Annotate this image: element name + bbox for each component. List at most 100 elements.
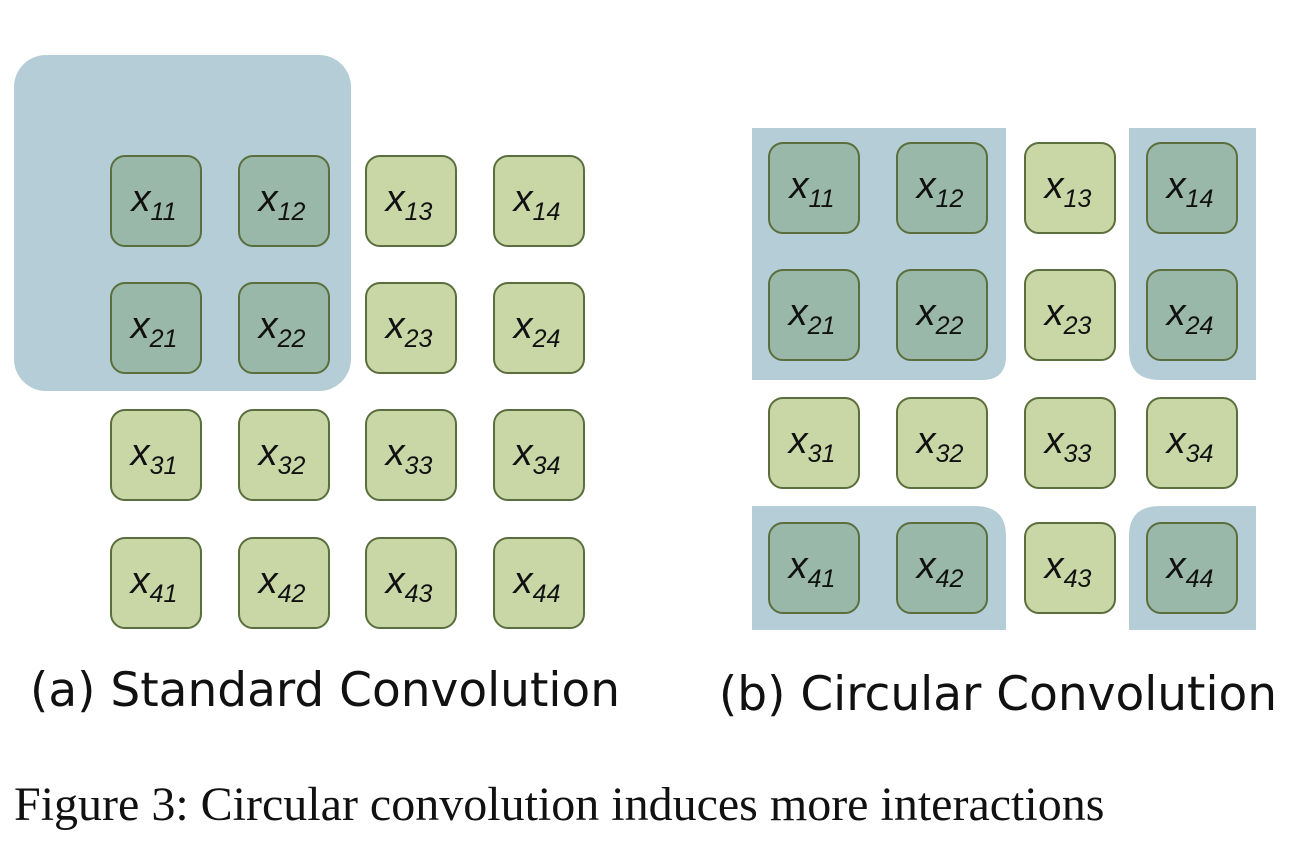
cell-label: x23 (1043, 292, 1092, 340)
sub-caption-standard: (a) Standard Convolution (30, 663, 620, 718)
cell-label: x14 (512, 178, 561, 226)
cell-x43: x43 (1024, 522, 1116, 614)
cell-x13: x13 (1024, 142, 1116, 234)
cell-x44: x44 (493, 537, 585, 629)
cell-x22: x22 (238, 282, 330, 374)
cell-label: x31 (129, 432, 178, 480)
cell-x14: x14 (1146, 142, 1238, 234)
cell-x11: x11 (110, 155, 202, 247)
panel-circular-convolution: x11 x12 x13 x14 x21 x22 x23 x24 x31 x32 x33 x34 x41 x… (719, 128, 1277, 722)
cell-label: x43 (1043, 545, 1092, 593)
cell-x41: x41 (110, 537, 202, 629)
figure-caption: Figure 3: Circular convolution induces m… (14, 778, 1104, 831)
cell-label: x23 (384, 305, 433, 353)
cell-label: x14 (1165, 165, 1214, 213)
cell-box (110, 537, 202, 629)
cell-label: x21 (787, 292, 836, 340)
cell-x14: x14 (493, 155, 585, 247)
cell-grid-standard: x11 x12 x13 x14 x21 x22 x23 x24 x31 x32 x33 x34 x41 x… (110, 155, 585, 629)
cell-label: x41 (787, 545, 836, 593)
cell-box (365, 155, 457, 247)
cell-x33: x33 (365, 409, 457, 501)
cell-x44: x44 (1146, 522, 1238, 614)
cell-x23: x23 (1024, 269, 1116, 361)
cell-box (768, 522, 860, 614)
cell-label: x42 (915, 545, 964, 593)
cell-x32: x32 (238, 409, 330, 501)
cell-box (110, 409, 202, 501)
cell-label: x11 (130, 178, 177, 226)
cell-label: x34 (1165, 420, 1214, 468)
sub-caption-circular: (b) Circular Convolution (719, 667, 1277, 722)
cell-label: x32 (915, 420, 964, 468)
cell-box (1024, 397, 1116, 489)
cell-x41: x41 (768, 522, 860, 614)
cell-box (896, 397, 988, 489)
cell-box (238, 155, 330, 247)
cell-x34: x34 (1146, 397, 1238, 489)
cell-x33: x33 (1024, 397, 1116, 489)
cell-label: x32 (257, 432, 306, 480)
cell-label: x22 (257, 305, 306, 353)
cell-x11: x11 (768, 142, 860, 234)
cell-box (238, 409, 330, 501)
cell-box (365, 537, 457, 629)
cell-box (1024, 522, 1116, 614)
cell-box (768, 397, 860, 489)
cell-label: x41 (129, 560, 178, 608)
cell-x31: x31 (110, 409, 202, 501)
cell-x13: x13 (365, 155, 457, 247)
cell-box (896, 522, 988, 614)
cell-label: x43 (384, 560, 433, 608)
cell-x22: x22 (896, 269, 988, 361)
cell-box (768, 142, 860, 234)
cell-box (493, 409, 585, 501)
cell-label: x24 (512, 305, 561, 353)
cell-label: x31 (787, 420, 836, 468)
cell-box (110, 282, 202, 374)
panel-standard-convolution: x11 x12 x13 x14 x21 x22 x23 x24 x31 x32 x33 x34 x41 x… (14, 55, 620, 718)
cell-box (110, 155, 202, 247)
cell-box (493, 282, 585, 374)
cell-label: x11 (788, 165, 835, 213)
cell-label: x34 (512, 432, 561, 480)
cell-box (768, 269, 860, 361)
cell-label: x12 (257, 178, 306, 226)
cell-label: x44 (1165, 545, 1214, 593)
cell-box (493, 155, 585, 247)
cell-x42: x42 (896, 522, 988, 614)
cell-box (896, 269, 988, 361)
cell-box (896, 142, 988, 234)
cell-box (1146, 269, 1238, 361)
cell-label: x12 (915, 165, 964, 213)
cell-box (1146, 142, 1238, 234)
cell-x23: x23 (365, 282, 457, 374)
cell-box (365, 282, 457, 374)
cell-x42: x42 (238, 537, 330, 629)
cell-label: x44 (512, 560, 561, 608)
cell-label: x33 (1043, 420, 1092, 468)
cell-box (1024, 269, 1116, 361)
cell-label: x42 (257, 560, 306, 608)
cell-label: x13 (384, 178, 433, 226)
cell-x24: x24 (493, 282, 585, 374)
cell-x21: x21 (110, 282, 202, 374)
cell-label: x13 (1043, 165, 1092, 213)
cell-x31: x31 (768, 397, 860, 489)
cell-box (365, 409, 457, 501)
cell-grid-circular: x11 x12 x13 x14 x21 x22 x23 x24 x31 x32 x33 x34 x41 x… (768, 142, 1238, 614)
cell-x43: x43 (365, 537, 457, 629)
cell-x12: x12 (238, 155, 330, 247)
cell-box (1146, 522, 1238, 614)
cell-label: x22 (915, 292, 964, 340)
cell-box (1024, 142, 1116, 234)
cell-x12: x12 (896, 142, 988, 234)
cell-x24: x24 (1146, 269, 1238, 361)
cell-x21: x21 (768, 269, 860, 361)
cell-x34: x34 (493, 409, 585, 501)
cell-label: x24 (1165, 292, 1214, 340)
cell-box (1146, 397, 1238, 489)
cell-x32: x32 (896, 397, 988, 489)
cell-box (238, 537, 330, 629)
